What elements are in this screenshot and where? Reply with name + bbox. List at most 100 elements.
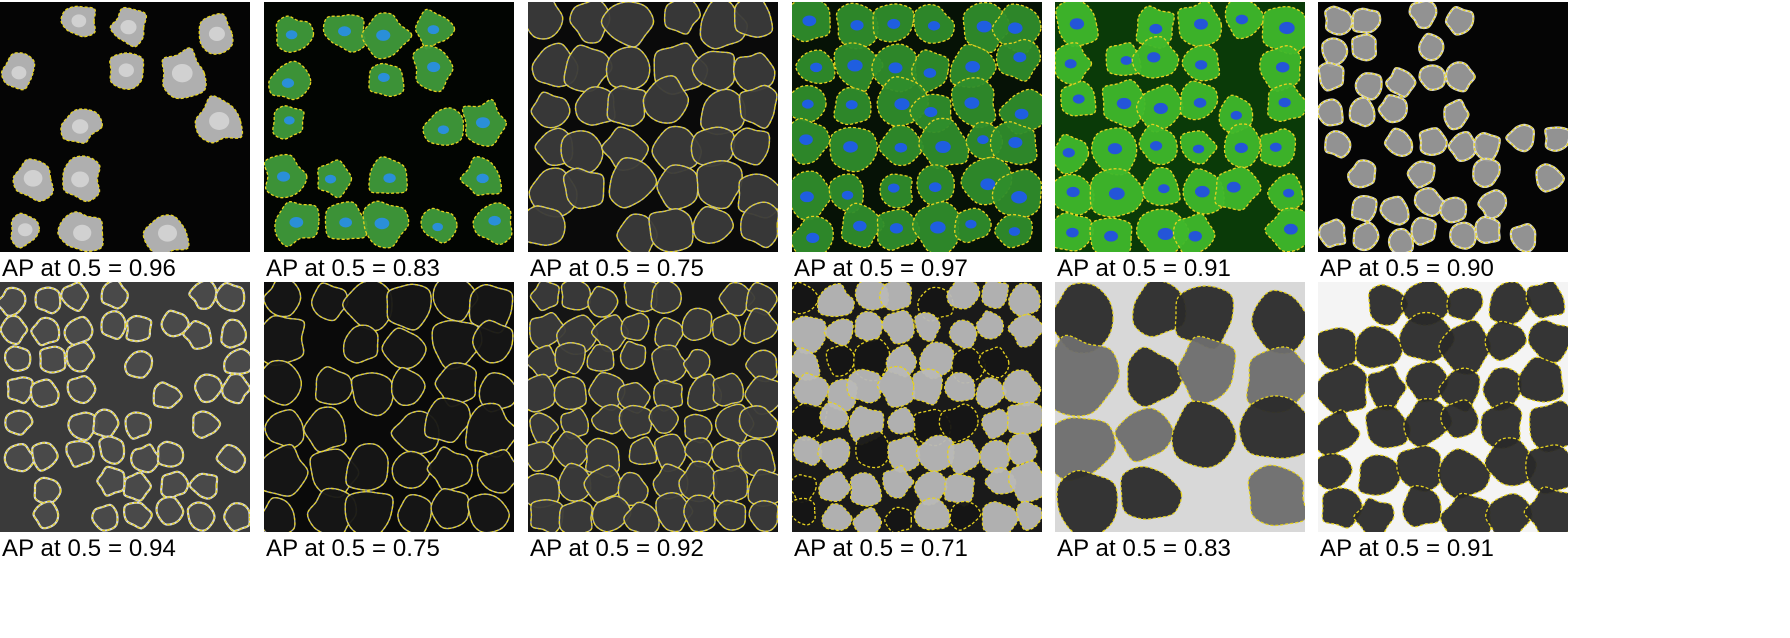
cell-body	[101, 282, 128, 309]
nucleus	[888, 62, 903, 74]
segmentation-outline	[57, 211, 104, 252]
segmentation-outline	[792, 435, 823, 467]
segmentation-outline	[876, 76, 929, 127]
ap-score-caption: AP at 0.5 = 0.83	[266, 255, 440, 282]
segmentation-outline	[1410, 217, 1437, 246]
nucleus	[847, 59, 863, 72]
cell-body	[949, 320, 977, 350]
cell-body	[264, 409, 304, 449]
segmentation-outline	[587, 285, 619, 318]
segmentation-outline	[663, 2, 701, 35]
segmentation-outline	[913, 497, 951, 531]
cell-body	[97, 466, 125, 496]
segmentation-outline	[264, 497, 296, 532]
segmentation-outline	[984, 467, 1017, 495]
segmentation-outline	[995, 38, 1042, 82]
cell-body	[391, 367, 426, 406]
segmentation-outline	[962, 2, 1011, 53]
cell-body	[1478, 190, 1506, 219]
cell-body	[161, 471, 188, 499]
segmentation-outline	[39, 345, 66, 374]
segmentation-outline	[221, 373, 250, 404]
cell-body	[733, 52, 775, 92]
cell-body	[1440, 399, 1479, 438]
cell-body	[0, 287, 26, 316]
cell-body	[1355, 326, 1403, 369]
cell-body	[653, 380, 683, 412]
segmentation-outline	[683, 494, 716, 532]
segmentation-outline	[472, 319, 514, 364]
nucleus	[1116, 97, 1132, 110]
segmentation-outline	[194, 95, 244, 144]
segmentation-outline	[62, 155, 101, 203]
segmentation-outline	[1485, 492, 1533, 532]
segmentation-outline	[223, 348, 250, 375]
segmentation-outline	[691, 50, 736, 92]
cell-body	[1368, 284, 1408, 326]
segmentation-outline	[528, 2, 564, 40]
cell-body	[584, 465, 621, 503]
cell-body	[817, 438, 850, 470]
segmentation-outline	[818, 470, 852, 503]
segmentation-outline	[1517, 356, 1565, 403]
segmentation-outline	[344, 490, 394, 532]
cell-body	[1177, 336, 1236, 404]
segmentation-outline	[1414, 187, 1445, 217]
segmentation-outline	[699, 2, 748, 50]
cell-body	[739, 85, 777, 129]
segmentation-outline	[917, 286, 954, 322]
segmentation-outline	[618, 404, 653, 439]
cell-body	[315, 366, 353, 405]
cell-body	[821, 503, 853, 531]
cell-body	[651, 282, 682, 314]
segmentation-outline	[1449, 222, 1477, 250]
cell-body	[561, 282, 591, 310]
cell-body	[700, 89, 746, 135]
microscopy-image	[1055, 2, 1305, 252]
cell-body	[397, 494, 432, 532]
cell-body	[884, 507, 912, 532]
cell-body	[855, 282, 889, 311]
segmentation-outline	[1060, 80, 1097, 117]
nucleus	[843, 141, 858, 153]
cell-body	[748, 469, 778, 507]
cell-body	[5, 346, 31, 371]
segmentation-outline	[846, 368, 882, 404]
cell-body	[125, 351, 153, 378]
segmentation-outline	[876, 208, 920, 251]
segmentation-outline	[272, 105, 305, 140]
segmentation-outline	[981, 501, 1020, 532]
segmentation-outline	[628, 436, 658, 466]
cell-body	[264, 444, 308, 497]
cell-body	[1438, 448, 1491, 499]
cell-body	[528, 205, 566, 246]
segmentation-outline	[916, 164, 955, 206]
segmentation-outline	[696, 160, 743, 210]
cell-body	[1171, 401, 1237, 468]
segmentation-outline	[1405, 361, 1449, 403]
cell-body	[1349, 97, 1375, 127]
nucleus	[965, 61, 981, 73]
segmentation-outline	[303, 406, 347, 453]
cell-body	[664, 2, 701, 35]
segmentation-outline	[887, 406, 916, 435]
segmentation-outline	[1179, 130, 1218, 165]
segmentation-outline	[34, 477, 62, 505]
segmentation-outline	[792, 347, 821, 381]
cell-body	[792, 403, 827, 441]
cell-body	[1318, 99, 1343, 126]
nucleus	[1153, 102, 1168, 114]
cell-body	[939, 404, 979, 443]
cell-body	[654, 434, 686, 472]
ap-score-caption: AP at 0.5 = 0.71	[794, 535, 968, 562]
segmentation-outline	[530, 91, 571, 129]
cell-body	[684, 414, 712, 443]
nucleus	[799, 134, 813, 145]
nucleus	[476, 173, 489, 184]
cell-body	[649, 405, 679, 434]
segmentation-outline	[1171, 400, 1237, 469]
cell-body	[1510, 224, 1536, 252]
segmentation-outline	[1318, 62, 1345, 92]
segmentation-outline	[819, 401, 850, 431]
segmentation-outline	[817, 437, 851, 470]
